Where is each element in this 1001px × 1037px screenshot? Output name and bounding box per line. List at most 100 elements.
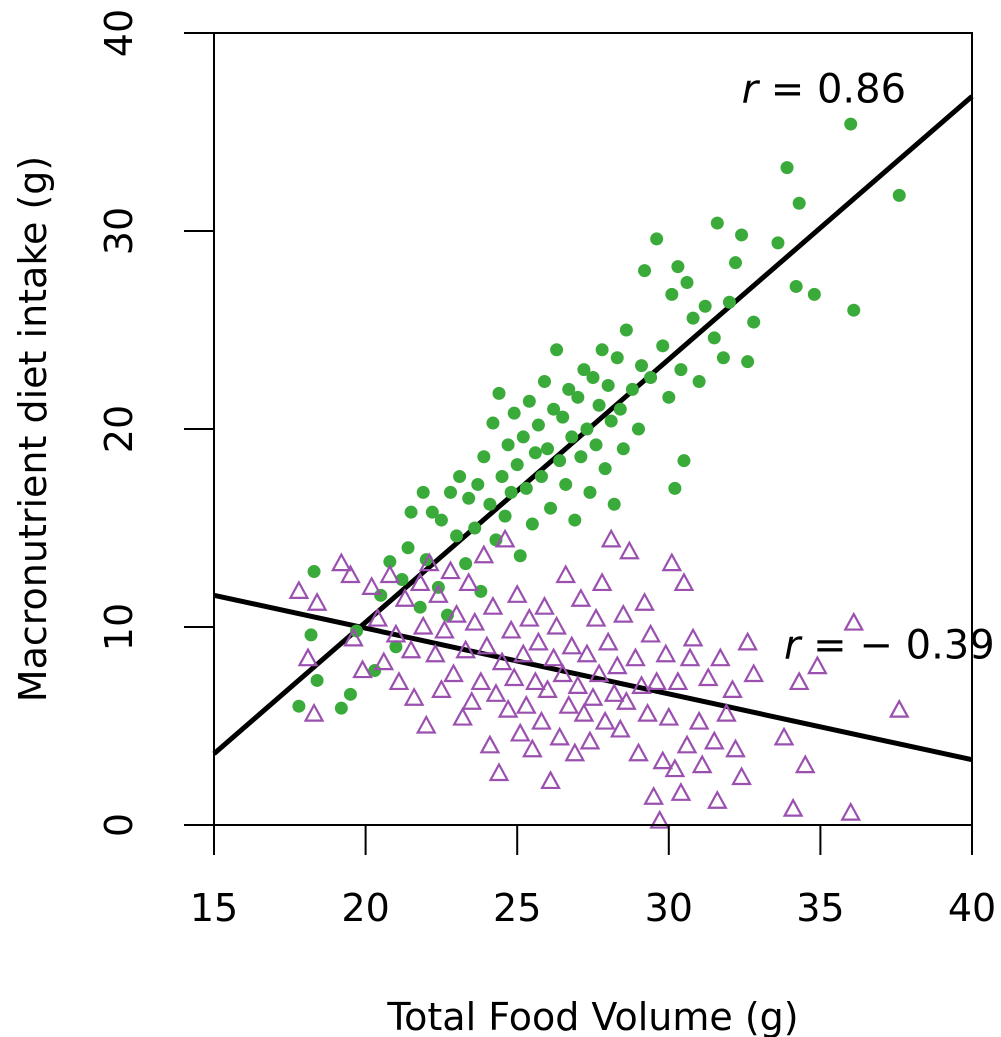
- data-point-green: [462, 491, 476, 505]
- data-point-purple: [731, 766, 752, 786]
- x-axis-title: Total Food Volume (g): [386, 995, 798, 1037]
- data-point-green: [771, 236, 785, 250]
- data-point-green: [698, 299, 712, 313]
- data-point-green: [638, 264, 652, 278]
- data-point-purple: [655, 643, 677, 663]
- data-point-green: [662, 390, 676, 404]
- data-point-purple: [518, 607, 540, 627]
- data-point-purple: [485, 683, 507, 702]
- data-point-purple: [443, 663, 464, 683]
- data-point-purple: [446, 603, 467, 623]
- data-point-purple: [843, 611, 865, 631]
- data-point-green: [792, 196, 806, 210]
- data-point-green: [680, 275, 694, 289]
- data-point-purple: [615, 690, 637, 710]
- data-point-green: [537, 374, 551, 388]
- data-point-green: [507, 406, 521, 420]
- data-point-purple: [658, 706, 680, 726]
- data-point-purple: [688, 710, 710, 730]
- x-tick-label: 35: [796, 886, 844, 930]
- x-tick-label: 30: [645, 886, 693, 930]
- data-point-green: [586, 371, 600, 385]
- data-point-green: [631, 422, 645, 436]
- data-point-green: [522, 394, 536, 408]
- data-point-green: [601, 378, 615, 392]
- data-point-green: [650, 232, 664, 246]
- data-point-green: [656, 339, 670, 353]
- data-point-green: [425, 505, 439, 519]
- data-point-green: [516, 430, 530, 444]
- data-point-purple: [682, 627, 704, 647]
- correlation-annotation: r = − 0.39: [784, 623, 995, 669]
- y-tick-label: 0: [97, 813, 141, 837]
- data-point-green: [735, 228, 749, 242]
- data-point-purple: [591, 572, 613, 592]
- data-point-purple: [628, 742, 649, 762]
- data-point-green: [304, 628, 318, 642]
- data-point-green: [389, 640, 403, 654]
- data-point-green: [677, 454, 691, 468]
- data-point-purple: [525, 671, 546, 691]
- data-point-purple: [464, 611, 486, 631]
- data-point-purple: [340, 564, 361, 584]
- data-point-green: [374, 588, 388, 602]
- data-point-green: [580, 422, 594, 436]
- data-point-green: [562, 382, 576, 396]
- data-point-green: [610, 351, 624, 365]
- data-point-purple: [394, 587, 416, 607]
- data-point-purple: [543, 647, 564, 667]
- data-point-green: [565, 430, 579, 444]
- data-point-green: [671, 260, 685, 274]
- data-point-green: [541, 442, 555, 456]
- data-point-green: [595, 343, 609, 357]
- data-point-purple: [588, 663, 610, 683]
- x-tick-label: 20: [341, 886, 389, 930]
- data-point-purple: [500, 619, 522, 639]
- data-point-purple: [400, 639, 422, 659]
- data-point-green: [710, 216, 724, 230]
- data-point-purple: [509, 722, 531, 742]
- data-point-purple: [440, 560, 461, 580]
- data-point-green: [544, 501, 558, 515]
- data-point-green: [459, 557, 473, 571]
- data-point-purple: [552, 663, 574, 683]
- data-point-green: [292, 699, 306, 713]
- data-point-purple: [482, 595, 504, 615]
- data-point-purple: [788, 671, 810, 691]
- data-point-green: [598, 462, 612, 476]
- series-purple-points: [288, 528, 910, 829]
- data-point-purple: [494, 528, 516, 548]
- data-point-purple: [549, 726, 571, 746]
- data-point-green: [613, 402, 627, 416]
- data-point-purple: [676, 734, 698, 754]
- data-point-purple: [288, 580, 310, 599]
- data-point-green: [844, 117, 858, 131]
- data-point-green: [477, 450, 491, 464]
- data-point-green: [534, 470, 548, 484]
- data-point-purple: [634, 591, 655, 611]
- data-point-purple: [418, 552, 440, 572]
- data-point-green: [686, 311, 700, 325]
- data-point-green: [747, 315, 761, 329]
- data-point-purple: [573, 702, 595, 722]
- data-point-green: [343, 687, 357, 701]
- data-point-purple: [594, 710, 616, 730]
- data-point-green: [729, 256, 743, 270]
- data-point-purple: [343, 627, 364, 647]
- data-point-green: [547, 402, 561, 416]
- data-point-green: [483, 497, 497, 511]
- data-point-green: [607, 497, 621, 511]
- data-point-purple: [461, 690, 483, 710]
- data-point-purple: [379, 564, 401, 584]
- data-point-green: [498, 509, 512, 523]
- data-point-green: [592, 398, 606, 412]
- data-point-purple: [488, 762, 510, 782]
- data-point-purple: [415, 714, 437, 734]
- data-point-purple: [679, 647, 701, 667]
- data-point-green: [619, 323, 633, 337]
- regression-line: [212, 94, 974, 756]
- data-point-purple: [709, 647, 731, 667]
- data-point-green: [495, 470, 509, 484]
- data-point-purple: [640, 623, 661, 643]
